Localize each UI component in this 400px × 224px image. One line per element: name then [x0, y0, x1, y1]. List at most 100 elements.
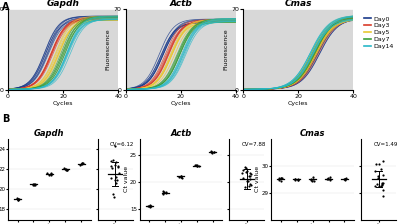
Point	[177, 175, 184, 178]
Point	[240, 168, 246, 172]
Point	[160, 190, 167, 194]
Point	[193, 164, 200, 167]
Text: CV=7.88: CV=7.88	[242, 142, 266, 147]
Point	[247, 183, 254, 186]
Point	[309, 175, 316, 179]
Point	[48, 172, 54, 175]
Legend: Day0, Day3, Day5, Day7, Day14: Day0, Day3, Day5, Day7, Day14	[364, 16, 394, 49]
Point	[209, 151, 215, 155]
Point	[371, 170, 378, 173]
Point	[195, 164, 202, 168]
Point	[376, 162, 382, 166]
Point	[378, 183, 385, 187]
Point	[294, 178, 301, 182]
Point	[295, 178, 301, 181]
Point	[327, 178, 333, 182]
Text: A: A	[2, 2, 10, 12]
Point	[160, 189, 166, 193]
Point	[374, 182, 381, 186]
Point	[112, 178, 118, 181]
Point	[209, 151, 215, 154]
Point	[327, 175, 334, 179]
Point	[246, 171, 253, 175]
Point	[46, 173, 52, 177]
Point	[294, 178, 301, 181]
Point	[246, 174, 252, 177]
Point	[176, 175, 182, 179]
Point	[112, 182, 119, 185]
Point	[208, 149, 214, 153]
Point	[148, 205, 154, 208]
Point	[115, 164, 121, 167]
X-axis label: Cycles: Cycles	[170, 101, 191, 106]
Point	[311, 179, 318, 183]
Point	[379, 182, 385, 185]
Point	[211, 150, 217, 154]
Point	[146, 204, 153, 207]
Title: Gapdh: Gapdh	[34, 129, 64, 138]
Point	[380, 173, 386, 177]
Point	[163, 190, 170, 194]
Point	[308, 177, 314, 181]
Point	[308, 178, 314, 182]
Text: B: B	[2, 114, 9, 124]
Point	[248, 172, 254, 175]
Text: CV=6.12: CV=6.12	[110, 142, 134, 147]
Point	[62, 168, 69, 171]
Point	[116, 171, 123, 175]
Point	[178, 177, 185, 180]
Point	[380, 194, 386, 198]
Point	[178, 174, 185, 178]
Point	[342, 178, 348, 182]
Point	[178, 175, 185, 179]
Point	[380, 188, 386, 192]
Point	[114, 178, 120, 182]
Point	[178, 175, 184, 179]
Point	[278, 177, 284, 180]
Point	[14, 196, 20, 200]
Point	[242, 165, 248, 168]
Point	[211, 150, 217, 154]
Point	[244, 169, 250, 173]
Point	[244, 179, 251, 183]
Point	[240, 176, 246, 180]
Point	[77, 163, 84, 166]
Point	[31, 183, 37, 186]
Point	[247, 177, 254, 181]
Point	[64, 168, 70, 171]
Point	[14, 197, 21, 200]
Point	[60, 166, 67, 170]
Point	[48, 172, 54, 176]
Point	[372, 184, 378, 187]
Point	[208, 150, 214, 153]
Point	[278, 176, 284, 180]
Point	[112, 163, 119, 166]
Point	[79, 162, 86, 165]
Point	[63, 168, 69, 172]
Point	[113, 161, 120, 164]
Point	[248, 183, 254, 187]
Point	[247, 174, 254, 178]
Point	[378, 181, 385, 185]
Point	[276, 176, 282, 179]
Point	[380, 159, 386, 163]
Y-axis label: Fluorescence: Fluorescence	[106, 29, 111, 70]
Point	[114, 165, 121, 169]
Point	[341, 177, 348, 181]
Point	[147, 205, 153, 209]
Point	[147, 204, 153, 207]
Point	[160, 192, 166, 195]
Point	[324, 177, 331, 180]
Point	[16, 197, 22, 200]
Point	[342, 177, 348, 181]
Point	[15, 198, 21, 202]
Point	[15, 197, 22, 201]
Point	[194, 164, 200, 167]
Point	[110, 195, 117, 198]
Point	[30, 182, 36, 186]
Point	[378, 185, 384, 188]
Point	[239, 171, 246, 175]
Point	[145, 205, 152, 208]
Point	[324, 177, 330, 181]
Point	[79, 162, 86, 165]
